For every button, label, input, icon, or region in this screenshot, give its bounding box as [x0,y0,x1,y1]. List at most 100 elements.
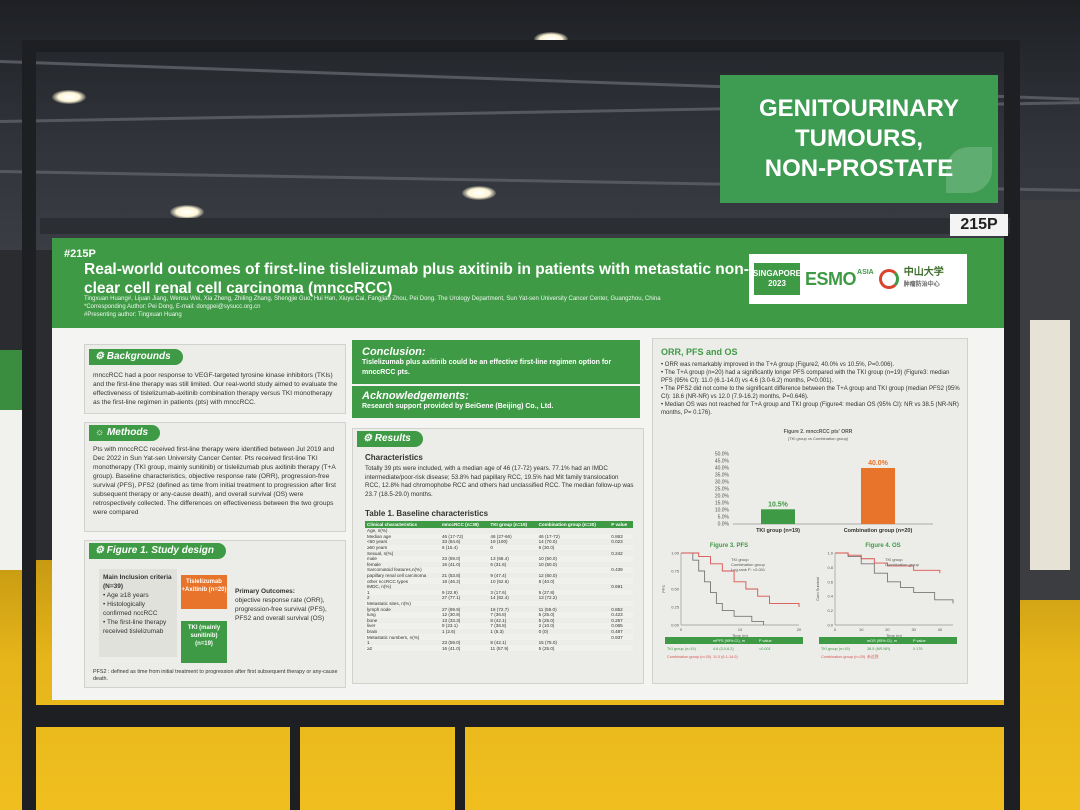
table-header-cell: Combination group (n=20) [536,521,610,528]
table-cell: Metastatic numbers, n(%) [365,634,440,640]
table-cell: 13 (72.2) [538,595,557,601]
table-header-cell: mOS (95% CI), m [867,639,897,643]
table-cell: Sexual, n(%) [367,550,394,556]
frame-leg [455,727,465,810]
bar [761,509,795,524]
table-row: ≥2 16 (41.0) 11 (57.9) 5 (25.0) [365,645,633,652]
table-row: 1 23 (59.0) 8 (42.1) 15 (75.0) [365,640,633,646]
table-cell: 21 (53.8) [441,573,461,579]
table-cell: 13 (68.4) [488,555,537,562]
table-cell: TKI group (n=19) [667,647,697,651]
y-tick-label: 1.0 [827,551,833,556]
table-cell: <0.001 [759,647,771,651]
table-cell: 27 (77.1) [441,595,461,601]
table-cell: 10 (50.0) [538,561,557,567]
table-cell: 0 [488,544,537,551]
table-row: female 16 (41.0) 6 (31.6) 10 (50.0) [365,562,633,568]
frame-bottom-bar [22,705,1020,727]
orr-bullets: • ORR was remarkably improved in the T+A… [661,361,961,417]
research-poster: #215P Real-world outcomes of first-line … [52,238,1004,700]
table-cell: 8 (40.0) [536,578,610,584]
table-cell: 8 (42.1) [490,640,507,646]
methods-panel: ☼ Methods Pts with mnccRCC received firs… [84,422,346,532]
y-tick-label: 1.00 [671,551,680,556]
characteristics-text: Totally 39 pts were included, with a med… [365,465,634,498]
legend-entry: TKI group [731,557,749,562]
inclusion-criteria-box: Main Inclusion criteria (N=39) • Age ≥18… [99,569,177,657]
table-cell: 33 (84.6) [441,539,461,545]
table-cell: 9 (47.4) [490,573,507,579]
ceiling-light [170,205,204,219]
methods-heading: ☼ Methods [89,425,161,441]
y-tick-label: 0.8 [827,565,833,570]
x-tick-label: 0 [680,627,683,632]
frame-rail [40,218,1010,234]
table-cell: other nccRCC types [365,578,440,584]
table-cell: 19 (100) [490,539,508,545]
table-cell: 12 (60.0) [538,573,557,579]
table-cell: IMDC, n(%) [367,584,391,590]
table-cell [609,600,633,607]
logo-text: SINGAPORE [753,269,802,278]
table-header-cell-bg [819,637,865,644]
frame-post-right [1004,40,1020,810]
poster-title: Real-world outcomes of first-line tislel… [84,261,749,297]
table-cell [536,634,610,640]
table-cell: 46 (27-66) [488,533,537,540]
figure-title: Figure 4. OS [865,543,900,549]
table-header-cell: mnccRCC (n=39) [439,521,489,528]
table-header-cell-bg [757,637,803,644]
orr-bullet: • The PFS2 did not come to the significa… [661,386,960,400]
y-tick-label: 0.4 [827,594,833,599]
backgrounds-panel: ⚙ Backgrounds mnccRCC had a poor respons… [84,344,346,414]
table-row: <60 years 33 (84.6) 19 (100) 14 (70.0) 0.023 [365,539,633,545]
table-cell [609,589,633,596]
orr-heading: ORR, PFS and OS [661,347,738,357]
table-cell [609,555,633,562]
logo-subtext: 肿瘤防治中心 [903,282,940,288]
table-header-cell-bg [865,637,911,644]
table-cell: 5 (25.0) [536,611,610,618]
x-tick-label: 20 [797,627,802,632]
table-header-cell: TKI group (n=19) [488,521,537,528]
table-cell: 0.257 [611,617,623,623]
table-row: liver 9 (23.1) 7 (36.8) 2 (10.0) 0.065 [365,623,633,629]
table-row: lymph node 27 (69.9) 16 (72.7) 11 (55.0) 0.8… [365,606,633,612]
inclusion-item: • Age ≥18 years [103,592,149,599]
table-cell: 2 (10.0) [536,623,610,629]
table-cell: liver [365,623,440,629]
table-row: Median age 46 (17-72) 46 (27-66) 46 (17-72)… [365,533,633,540]
author-list: Tingxuan Huang#, Lijuan Jiang, Wensu Wei… [84,296,661,302]
table-row: bone 13 (33.3) 8 (42.1) 5 (25.0) 0.257 [365,618,633,624]
backgrounds-text: mnccRCC had a poor response to VEGF-targ… [93,372,338,406]
x-tick-label: Combination group (n=20) [844,528,913,534]
x-tick-label: TKI group (n=19) [756,528,800,534]
legend-entry: Combination group [731,562,766,567]
inclusion-item: • The first-line therapy received tislel… [103,619,167,635]
y-tick-label: 0.00 [671,623,680,628]
table-cell: Combination group (n=20) [667,655,712,659]
side-panel [1030,320,1070,570]
orr-bullet: • The T+A group (n=20) had a significant… [661,370,950,384]
table-cell: 10 (52.6) [488,578,537,584]
x-tick-label: 10 [859,627,864,632]
frame-post-left [22,40,36,810]
table-cell: 13 (33.3) [441,617,461,623]
table-cell: 15 (75.0) [538,640,557,646]
ceiling-light [52,90,86,104]
table-cell [439,567,489,573]
acknowledgements-text: Research support provided by BeiGene (Be… [362,403,554,410]
table-cell: 1 (5.3) [490,628,504,634]
table-cell: 0.439 [609,567,633,573]
table-row: 2 27 (77.1) 14 (82.4) 13 (72.2) [365,595,633,601]
table-cell: lymph node [367,606,391,612]
table-cell: 0.487 [611,628,623,634]
poster-code: #215P [64,248,96,260]
bullet-text: Median OS was not reached for T+A group … [661,402,959,416]
presenting-author: #Presenting author: Tingxuan Huang [84,312,182,318]
table-cell: 14 (82.4) [490,595,509,601]
table-cell: 7 (36.8) [488,623,537,629]
tki-arm-box: TKI (mainly sunitinib) (n=19) [181,621,227,663]
x-tick-label: 0 [834,627,837,632]
logo-text: 2023 [768,279,786,288]
